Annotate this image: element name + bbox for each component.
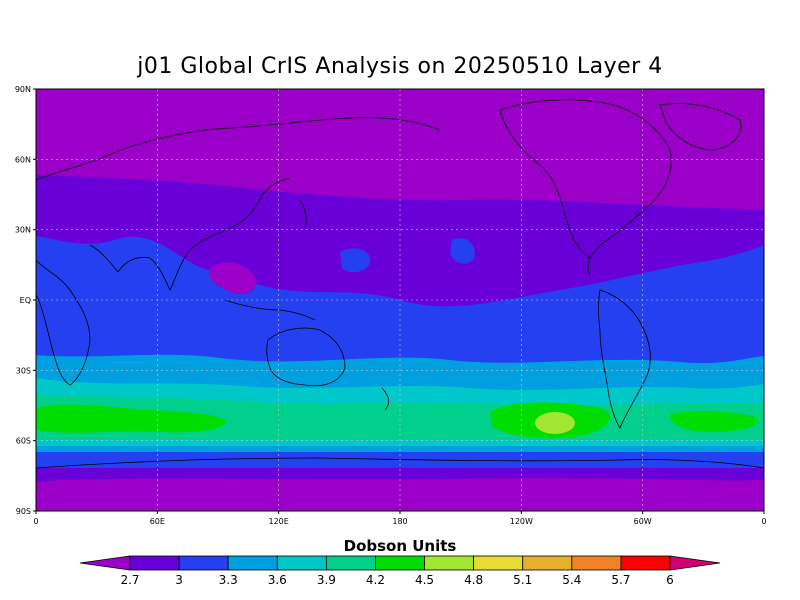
colorbar-box	[473, 555, 524, 571]
colorbar-level-label: 3	[175, 573, 183, 587]
colorbar-underflow-triangle	[79, 555, 131, 571]
contour-4-5-a	[36, 404, 226, 433]
colorbar-level-label: 5.4	[562, 573, 581, 587]
colorbar-level-label: 4.5	[415, 573, 434, 587]
lon-label: 0	[761, 517, 766, 526]
longitude-axis: 0 60E 120E 180 120W 60W 0	[33, 511, 767, 526]
ozone-field	[36, 89, 764, 511]
colorbar-level-label: 3.6	[268, 573, 287, 587]
colorbar-level-label: 5.1	[513, 573, 532, 587]
colorbar-level-label: 4.2	[366, 573, 385, 587]
map-title: j01 Global CrIS Analysis on 20250510 Lay…	[137, 54, 663, 79]
colorbar-box	[424, 555, 475, 571]
lat-label: 90N	[15, 85, 31, 94]
coastlines	[36, 99, 764, 469]
colorbar-box	[375, 555, 425, 571]
colorbar-title: Dobson Units	[343, 537, 457, 555]
lon-label: 180	[392, 517, 407, 526]
lat-label: 30N	[15, 226, 31, 235]
gridlines	[36, 89, 764, 511]
colorbar-level-label: 3.9	[317, 573, 336, 587]
lat-label: 60N	[15, 155, 31, 164]
lon-label: 0	[33, 517, 38, 526]
lon-label: 60W	[634, 517, 652, 526]
contour-2-7-asia	[208, 262, 256, 295]
colorbar-level-label: 3.3	[219, 573, 238, 587]
colorbar-box	[227, 555, 278, 571]
lat-label: EQ	[20, 296, 31, 305]
colorbar-box	[129, 555, 180, 571]
colorbar-level-label: 5.7	[611, 573, 630, 587]
colorbar-level-label: 2.7	[120, 573, 139, 587]
lon-label: 60E	[150, 517, 165, 526]
colorbar: 2.7 3 3.3 3.6 3.9 4.2 4.5 4.8 5.1 5.4 5.7 6	[79, 555, 721, 587]
lon-label: 120W	[510, 517, 533, 526]
colorbar-box	[178, 555, 229, 571]
lat-label: 30S	[16, 366, 31, 375]
contour-3-3-pacific-b	[450, 238, 475, 264]
colorbar-box	[571, 555, 622, 571]
contour-4-8	[535, 412, 575, 434]
lon-label: 120E	[269, 517, 289, 526]
colorbar-box	[276, 555, 327, 571]
lat-label: 60S	[16, 437, 31, 446]
colorbar-box	[325, 555, 376, 571]
colorbar-box	[620, 555, 671, 571]
contour-3-3-south	[36, 456, 764, 470]
lat-label: 90S	[16, 507, 31, 516]
colorbar-overflow-triangle	[669, 555, 721, 571]
colorbar-level-label: 6	[666, 573, 674, 587]
contour-4-5-c	[669, 411, 759, 432]
colorbar-level-label: 4.8	[464, 573, 483, 587]
contour-3-3-pacific-a	[340, 248, 371, 273]
latitude-axis: 90N 60N 30N EQ 30S 60S 90S	[15, 85, 36, 516]
colorbar-box	[522, 555, 573, 571]
